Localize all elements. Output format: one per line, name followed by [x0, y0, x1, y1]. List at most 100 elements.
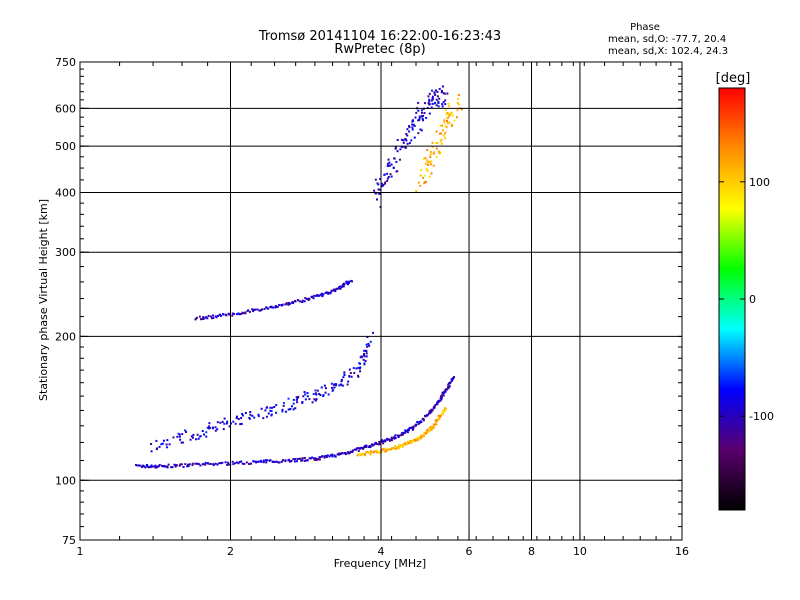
trace-point: [198, 435, 201, 438]
trace-point: [323, 384, 326, 387]
trace-point: [373, 443, 376, 446]
trace-point: [317, 458, 320, 461]
trace-point: [336, 453, 339, 456]
trace-point: [405, 139, 408, 142]
trace-point: [414, 424, 417, 427]
trace-point: [419, 436, 422, 439]
trace-point: [431, 141, 434, 144]
trace-point: [214, 462, 217, 465]
trace-point: [292, 402, 295, 405]
trace-point: [240, 422, 243, 425]
trace-point: [173, 463, 176, 466]
trace-point: [357, 375, 360, 378]
trace-point: [400, 145, 403, 148]
trace-point: [390, 439, 393, 442]
trace-point: [409, 439, 412, 442]
trace-point: [411, 123, 414, 126]
x-tick-label: 1: [77, 545, 84, 558]
trace-point: [429, 427, 432, 430]
trace-point: [442, 394, 445, 397]
trace-point: [352, 367, 355, 370]
trace-point: [265, 306, 268, 309]
trace-point: [430, 428, 433, 431]
trace-point: [392, 166, 395, 169]
trace-point: [437, 100, 440, 103]
trace-point: [445, 388, 448, 391]
trace-point: [258, 309, 261, 312]
trace-point: [448, 114, 451, 117]
trace-point: [374, 178, 377, 181]
trace-point: [353, 371, 356, 374]
trace-point: [334, 455, 337, 458]
y-tick-label: 75: [62, 534, 76, 547]
trace-point: [414, 438, 417, 441]
trace-point: [380, 448, 383, 451]
trace-point: [443, 390, 446, 393]
trace-point: [428, 100, 431, 103]
trace-point: [437, 414, 440, 417]
trace-point: [319, 293, 322, 296]
trace-point: [303, 391, 306, 394]
trace-point: [249, 410, 252, 413]
trace-point: [296, 457, 299, 460]
trace-point: [420, 115, 423, 118]
trace-point: [301, 301, 304, 304]
trace-point: [302, 395, 305, 398]
trace-point: [202, 433, 205, 436]
trace-point: [363, 362, 366, 365]
trace-point: [429, 153, 432, 156]
trace-point: [339, 383, 342, 386]
trace-point: [385, 450, 388, 453]
trace-point: [446, 92, 449, 95]
trace-point: [205, 316, 208, 319]
trace-point: [275, 305, 278, 308]
trace-point: [447, 105, 450, 108]
trace-point: [284, 410, 287, 413]
trace-point: [171, 466, 174, 469]
trace-point: [358, 367, 361, 370]
trace-point: [318, 456, 321, 459]
trace-point: [324, 391, 327, 394]
trace-point: [331, 455, 334, 458]
trace-point: [400, 432, 403, 435]
trace-point: [428, 112, 431, 115]
trace-point: [435, 155, 438, 158]
trace-point: [436, 95, 439, 98]
trace-point: [194, 462, 197, 465]
trace-point: [134, 463, 137, 466]
trace-point: [350, 450, 353, 453]
trace-point: [430, 106, 433, 109]
trace-point: [312, 457, 315, 460]
trace-point: [309, 457, 312, 460]
trace-point: [236, 313, 239, 316]
trace-point: [420, 437, 423, 440]
trace-point: [348, 452, 351, 455]
trace-point: [306, 395, 309, 398]
trace-point: [404, 429, 407, 432]
trace-point: [398, 158, 401, 161]
x-tick-label: 6: [466, 545, 473, 558]
trace-point: [257, 414, 260, 417]
trace-point: [428, 103, 431, 106]
trace-point: [296, 396, 299, 399]
trace-point: [191, 464, 194, 467]
trace-point: [417, 436, 420, 439]
trace-point: [252, 310, 255, 313]
trace-point: [276, 461, 279, 464]
trace-point: [216, 421, 219, 424]
trace-point: [426, 159, 429, 162]
trace-point: [191, 436, 194, 439]
trace-point: [314, 399, 317, 402]
trace-point: [160, 443, 163, 446]
trace-point: [382, 440, 385, 443]
trace-point: [370, 450, 373, 453]
trace-point: [365, 451, 368, 454]
trace-point: [188, 463, 191, 466]
trace-point: [225, 422, 228, 425]
trace-point: [288, 460, 291, 463]
trace-point: [441, 103, 444, 106]
trace-point: [323, 455, 326, 458]
trace-point: [292, 458, 295, 461]
trace-point: [236, 415, 239, 418]
trace-point: [365, 444, 368, 447]
